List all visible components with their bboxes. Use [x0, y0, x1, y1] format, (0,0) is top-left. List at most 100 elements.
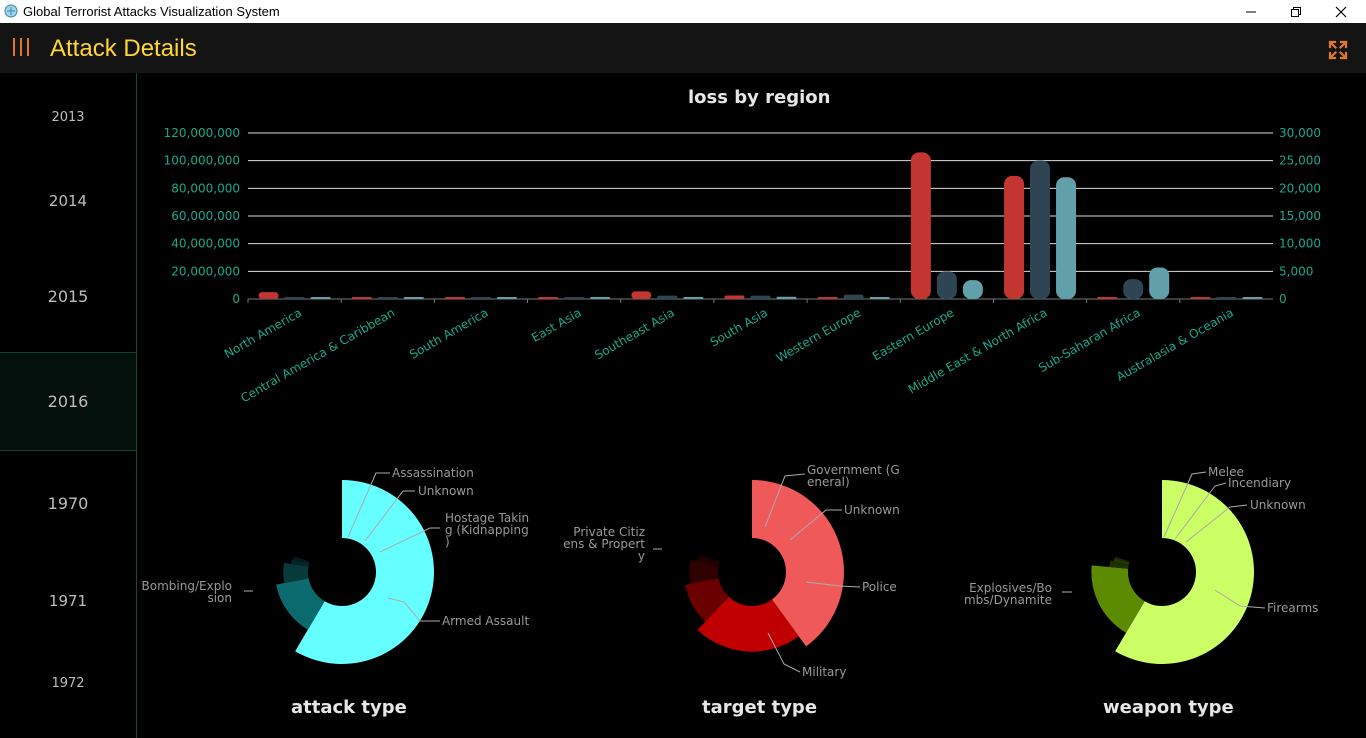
restore-icon	[1291, 7, 1301, 17]
pie-label-incendiary: Incendiary	[1228, 476, 1291, 490]
pie-label-melee: Melee	[1208, 465, 1244, 479]
pie-label-bombing-explosion: Bombing/Explo	[142, 579, 232, 593]
year-item-2016-selected[interactable]: 2016	[0, 352, 136, 451]
pie-label-private-citizens: Private Citiz	[573, 525, 645, 539]
leader-line	[1174, 482, 1227, 540]
y-left-tick-label: 40,000,000	[171, 237, 240, 251]
bar-australasia-oceania-series-2	[1216, 297, 1237, 299]
bar-australasia-oceania-series-3	[1242, 297, 1263, 299]
leader-line	[347, 472, 390, 538]
y-right-tick-label: 10,000	[1279, 237, 1321, 251]
year-sidebar: 2013 2014 2015 2016 1970 1971 1972	[0, 73, 137, 738]
bar-western-europe-series-1	[817, 297, 838, 299]
year-item-2015[interactable]: 2015	[47, 287, 89, 306]
pie-label-unknown: Unknown	[844, 503, 900, 517]
bar-central-america-caribbean-series-3	[403, 297, 424, 299]
x-tick-label-western-europe: Western Europe	[774, 305, 863, 365]
bar-central-america-caribbean-series-1	[351, 297, 372, 299]
bar-southeast-asia-series-3	[683, 297, 704, 299]
target-type-slice-private-citizens-property	[752, 480, 845, 647]
attack-type-slice-bombing-explosion	[295, 480, 435, 664]
pie-label-assassination: Assassination	[392, 466, 474, 480]
pie-label-hostage-taking: )	[445, 535, 450, 549]
year-item-2014[interactable]: 2014	[48, 192, 88, 210]
bar-south-asia-series-3	[776, 296, 797, 299]
target-type-slice-unknown	[689, 560, 719, 584]
pie-label-explosives: Explosives/Bo	[969, 581, 1052, 595]
year-item-1970[interactable]: 1970	[47, 494, 89, 513]
app-header	[0, 23, 1366, 73]
target-type-slice-military	[697, 596, 799, 652]
leader-line	[387, 597, 440, 622]
bar-south-america-series-2	[470, 297, 491, 299]
y-left-tick-label: 80,000,000	[171, 181, 240, 195]
attack-type-title: attack type	[291, 697, 407, 718]
weapon-type-slice-explosives-bombs-dynamite	[1115, 480, 1254, 664]
target-type-slice-government-general	[698, 555, 720, 566]
x-tick-label-south-america: South America	[407, 305, 490, 361]
attack-type-slice-hostage-taking-kidnapping	[283, 562, 309, 584]
y-left-tick-label: 60,000,000	[171, 209, 240, 223]
y-left-tick-label: 100,000,000	[164, 154, 240, 168]
leader-line	[767, 632, 801, 673]
page-title: Attack Details	[50, 35, 197, 62]
bar-australasia-oceania-series-1	[1190, 297, 1211, 299]
bar-sub-saharan-africa-series-3	[1149, 267, 1170, 299]
bar-sub-saharan-africa-series-2	[1123, 279, 1144, 299]
pie-label-hostage-taking: g (Kidnapping	[445, 523, 529, 537]
restore-button[interactable]	[1273, 0, 1319, 23]
bar-south-asia-series-2	[750, 295, 771, 299]
menu-bars-icon[interactable]	[12, 38, 30, 56]
bar-eastern-europe-series-1	[910, 152, 931, 299]
minimize-button[interactable]	[1228, 0, 1274, 23]
weapon-type-slice-incendiary	[1113, 558, 1130, 565]
attack-type-slice-assassination	[293, 556, 310, 564]
year-item-1971[interactable]: 1971	[48, 592, 88, 610]
year-item-1972[interactable]: 1972	[51, 676, 85, 691]
y-right-tick-label: 0	[1279, 292, 1287, 306]
app-logo-icon	[4, 4, 18, 18]
close-icon	[1335, 6, 1347, 18]
leader-line	[764, 473, 806, 528]
y-right-tick-label: 25,000	[1279, 154, 1321, 168]
y-left-tick-label: 120,000,000	[164, 126, 240, 140]
x-tick-label-north-america: North America	[222, 305, 304, 361]
x-tick-label-south-asia: South Asia	[708, 305, 770, 349]
pie-label-private-citizens: ens & Propert	[563, 537, 645, 551]
bar-eastern-europe-series-3	[962, 280, 983, 299]
close-window-button[interactable]	[1318, 0, 1364, 23]
bar-middle-east-north-africa-series-2	[1030, 160, 1051, 299]
window-title: Global Terrorist Attacks Visualization S…	[23, 4, 280, 19]
x-tick-label-southeast-asia: Southeast Asia	[592, 305, 677, 362]
leader-line	[364, 490, 415, 542]
bar-sub-saharan-africa-series-1	[1097, 297, 1118, 299]
bar-north-america-series-2	[284, 297, 305, 299]
bar-south-america-series-1	[444, 297, 465, 299]
pie-label-military: Military	[802, 665, 846, 679]
year-item-2013[interactable]: 2013	[51, 110, 85, 125]
bar-western-europe-series-3	[869, 297, 890, 299]
bar-southeast-asia-series-1	[631, 291, 652, 299]
pie-label-firearms: Firearms	[1267, 601, 1318, 615]
leader-line	[789, 509, 842, 541]
bar-north-america-series-3	[310, 297, 331, 299]
x-tick-label-east-asia: East Asia	[529, 305, 584, 345]
weapon-type-slice-unknown	[1109, 560, 1129, 569]
y-right-tick-label: 20,000	[1279, 181, 1321, 195]
leader-line	[1163, 471, 1207, 538]
x-tick-label-australasia-oceania: Australasia & Oceania	[1114, 305, 1236, 383]
leader-line	[1185, 504, 1248, 543]
pie-label-unknown: Unknown	[1250, 498, 1306, 512]
fullscreen-expand-icon[interactable]	[1328, 40, 1348, 60]
bar-chart-title: loss by region	[688, 87, 831, 108]
leader-line	[379, 527, 440, 553]
weapon-type-slice-firearms	[1091, 565, 1145, 633]
bar-south-america-series-3	[496, 297, 517, 299]
y-right-tick-label: 15,000	[1279, 209, 1321, 223]
pie-label-police: Police	[862, 580, 897, 594]
bar-south-asia-series-1	[724, 295, 745, 299]
bar-western-europe-series-2	[843, 294, 864, 299]
pie-label-private-citizens: y	[638, 549, 645, 563]
bar-middle-east-north-africa-series-3	[1056, 177, 1077, 299]
